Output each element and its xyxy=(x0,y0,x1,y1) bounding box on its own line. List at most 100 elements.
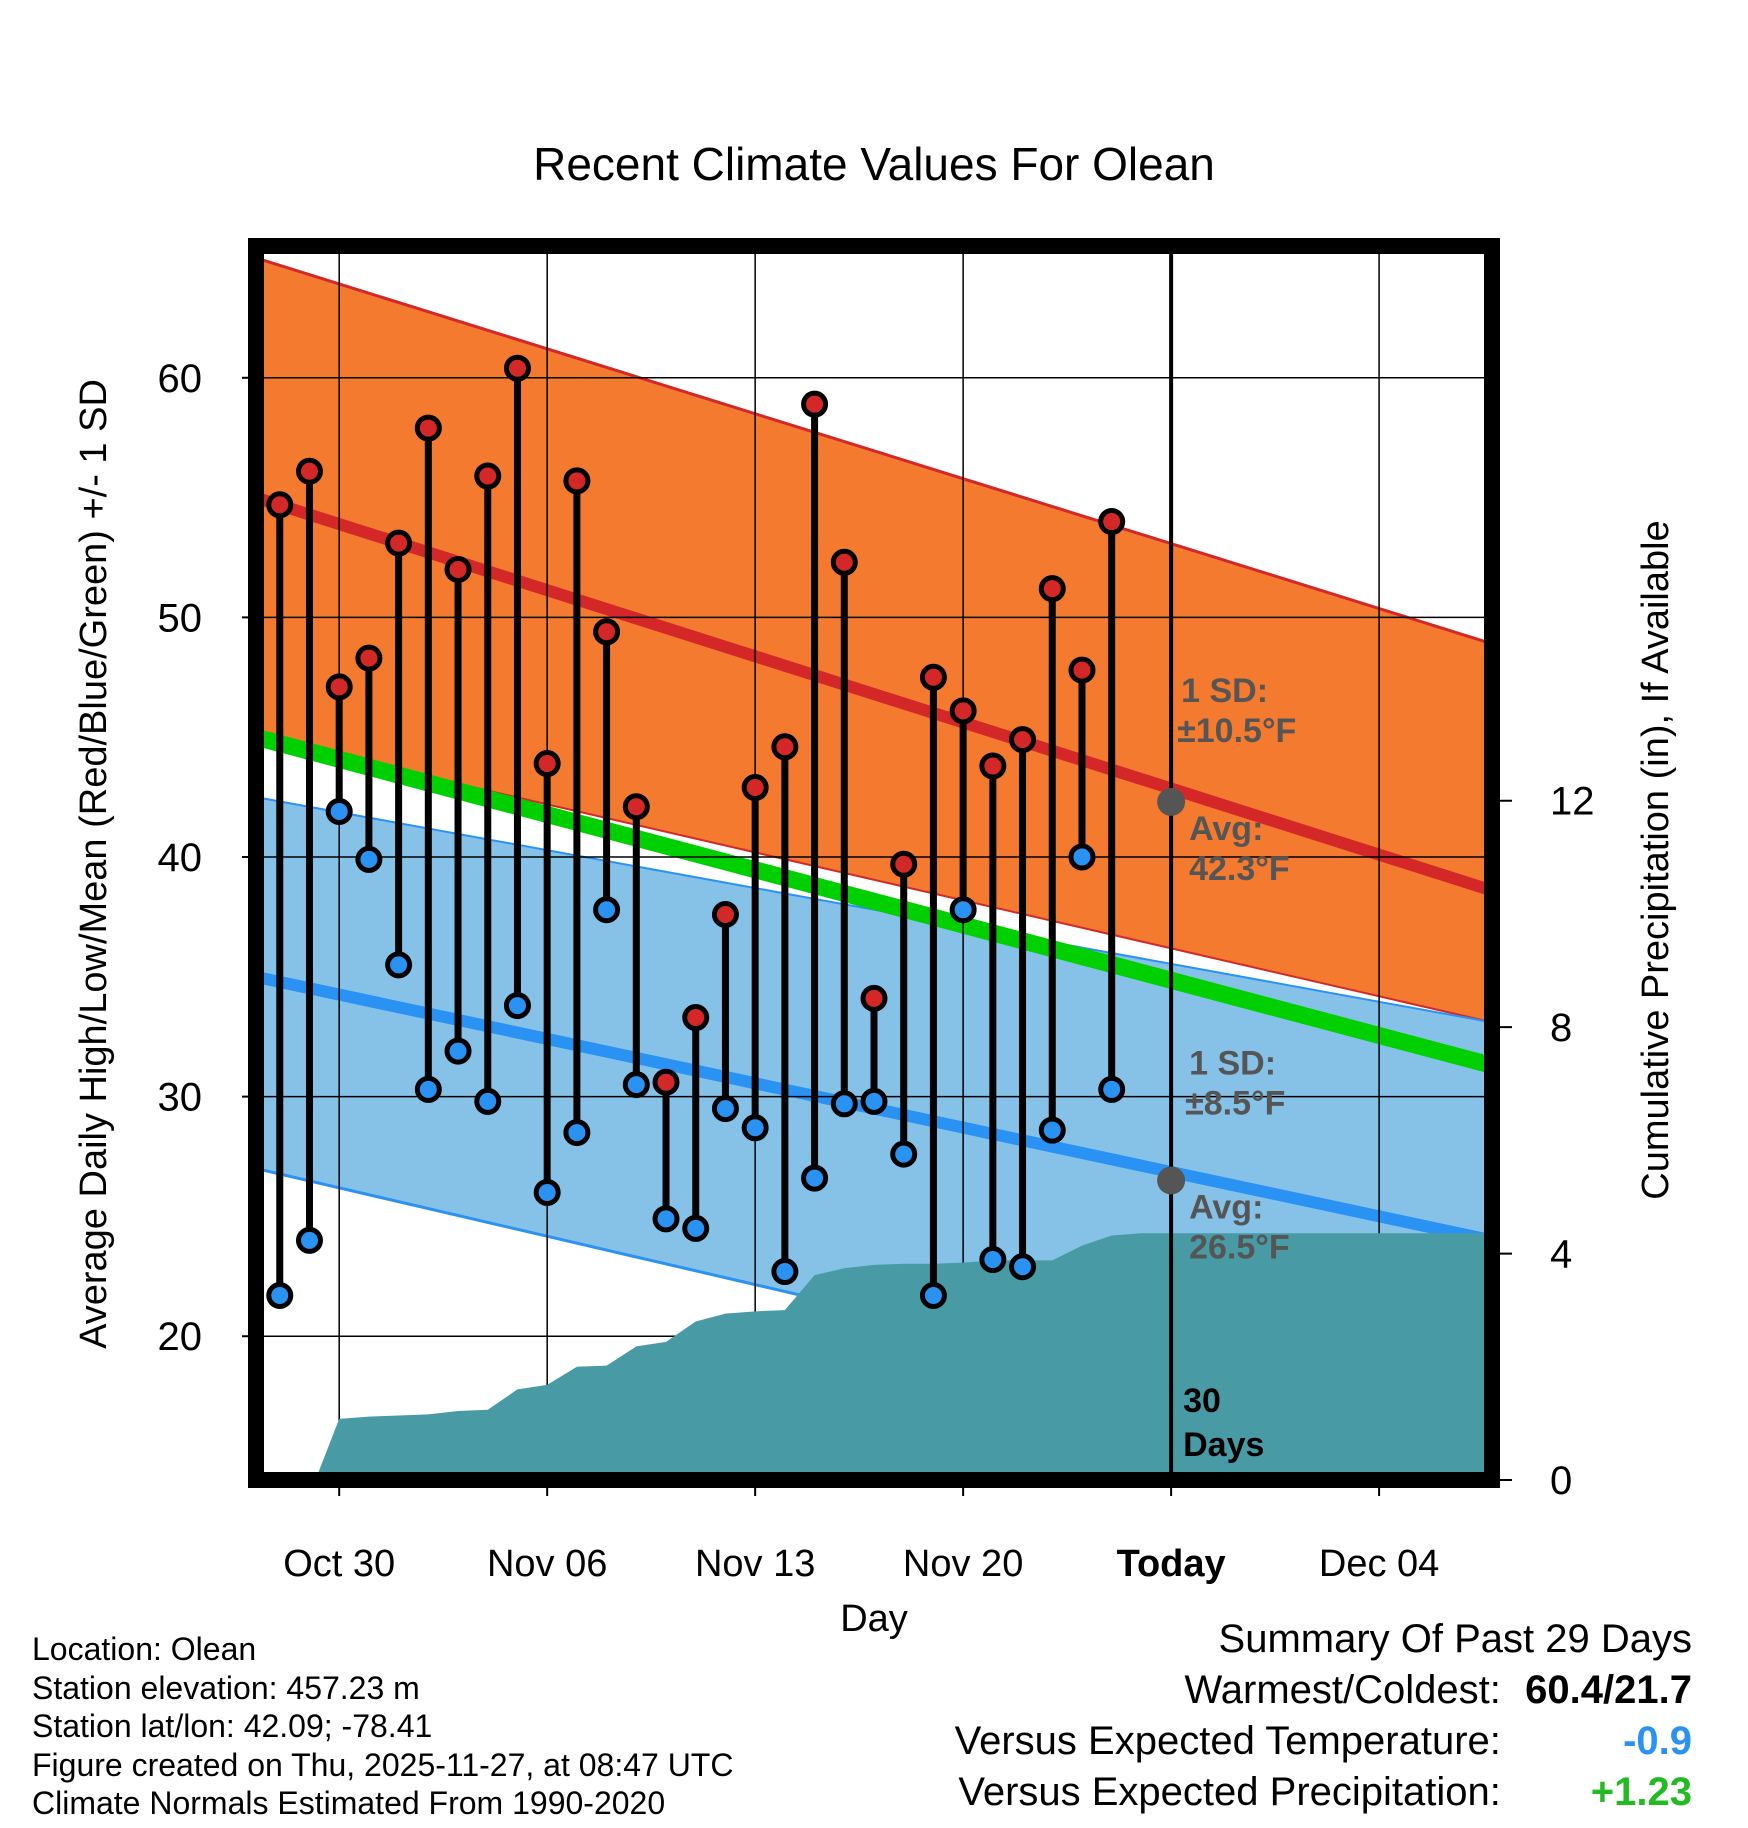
obs-low-point xyxy=(830,1090,858,1118)
high-avg-marker xyxy=(1157,787,1186,816)
obs-high-point xyxy=(533,750,561,778)
obs-high-point xyxy=(622,793,650,821)
obs-low-point xyxy=(741,1114,769,1142)
obs-high-point xyxy=(771,733,799,761)
axes-layer: 20 30 40 50 60 0 4 8 12 Oct 30 Nov 06 Nov 13 Nov 20 T… xyxy=(158,256,1595,1585)
warmest-label: Warmest/Coldest: xyxy=(1184,1668,1501,1712)
obs-low-point xyxy=(682,1214,710,1242)
warmest-value: 60.4/21.7 xyxy=(1525,1668,1692,1712)
obs-low-point xyxy=(474,1087,502,1115)
precip-area xyxy=(256,1233,1492,1480)
obs-low-point xyxy=(860,1087,888,1115)
obs-low-point xyxy=(1009,1253,1037,1281)
low-avg-marker xyxy=(1157,1166,1186,1195)
x-axis-label: Day xyxy=(840,1598,908,1640)
y2-tick-label: 0 xyxy=(1550,1459,1572,1503)
obs-high-point xyxy=(741,774,769,802)
obs-low-point xyxy=(563,1119,591,1147)
y-tick-label: 50 xyxy=(158,596,203,640)
obs-high-point xyxy=(979,752,1007,780)
created-text: Figure created on Thu, 2025-11-27, at 08… xyxy=(32,1746,734,1783)
location-text: Location: Olean xyxy=(32,1631,257,1667)
y-tick-label: 40 xyxy=(158,836,203,880)
y-tick-label: 60 xyxy=(158,357,203,401)
obs-low-point xyxy=(266,1281,294,1309)
window-unit: Days xyxy=(1183,1426,1264,1464)
x-tick-label: Nov 06 xyxy=(487,1543,607,1585)
obs-low-point xyxy=(444,1037,472,1065)
obs-low-point xyxy=(979,1246,1007,1274)
temp-value: -0.9 xyxy=(1623,1719,1692,1763)
precip-value: +1.23 xyxy=(1590,1770,1692,1814)
obs-high-point xyxy=(919,663,947,691)
elevation-text: Station elevation: 457.23 m xyxy=(32,1669,420,1706)
y2-tick-label: 12 xyxy=(1550,780,1595,824)
obs-high-point xyxy=(890,850,918,878)
obs-high-point xyxy=(563,467,591,495)
obs-low-point xyxy=(1038,1116,1066,1144)
obs-low-point xyxy=(622,1071,650,1099)
obs-high-point xyxy=(474,462,502,490)
chart-title: Recent Climate Values For Olean xyxy=(533,138,1215,190)
summary-warmest-row: Warmest/Coldest: 60.4/21.7 xyxy=(955,1665,1693,1716)
latlon-text: Station lat/lon: 42.09; -78.41 xyxy=(32,1708,433,1744)
precip-layer xyxy=(256,1233,1492,1480)
obs-low-point xyxy=(801,1164,829,1192)
observations-layer xyxy=(266,354,1126,1309)
obs-high-point xyxy=(503,354,531,382)
high-sd-value: ±10.5°F xyxy=(1177,712,1296,750)
obs-low-point xyxy=(295,1226,323,1254)
obs-low-point xyxy=(890,1140,918,1168)
high-sd-band xyxy=(256,257,1492,1023)
obs-low-point xyxy=(1068,843,1096,871)
obs-high-point xyxy=(295,457,323,485)
high-avg-label: Avg: xyxy=(1189,810,1263,848)
obs-high-point xyxy=(711,901,739,929)
plot-frame xyxy=(248,238,1500,1488)
precip-label: Versus Expected Precipitation: xyxy=(958,1770,1501,1814)
obs-low-point xyxy=(385,951,413,979)
obs-high-point xyxy=(1098,508,1126,536)
obs-high-point xyxy=(593,618,621,646)
obs-low-point xyxy=(949,896,977,924)
y2-tick-label: 4 xyxy=(1550,1233,1572,1277)
obs-high-point xyxy=(1038,575,1066,603)
obs-high-point xyxy=(444,555,472,583)
x-tick-label: Today xyxy=(1117,1543,1226,1585)
obs-low-point xyxy=(325,797,353,825)
y2-tick-label: 8 xyxy=(1550,1006,1572,1050)
mean-normal-line xyxy=(256,728,1492,1074)
high-sd-label: 1 SD: xyxy=(1181,672,1268,710)
obs-high-point xyxy=(414,414,442,442)
obs-low-point xyxy=(652,1205,680,1233)
obs-high-point xyxy=(652,1068,680,1096)
obs-high-point xyxy=(830,548,858,576)
obs-low-point xyxy=(533,1178,561,1206)
low-sd-label: 1 SD: xyxy=(1189,1044,1276,1082)
summary-temp-row: Versus Expected Temperature: -0.9 xyxy=(955,1716,1692,1767)
station-info: Location: Olean Station elevation: 457.2… xyxy=(32,1630,733,1823)
obs-high-point xyxy=(385,529,413,557)
obs-high-point xyxy=(266,491,294,519)
x-tick-label: Nov 20 xyxy=(903,1543,1023,1585)
obs-low-point xyxy=(503,992,531,1020)
obs-low-point xyxy=(593,896,621,924)
obs-high-point xyxy=(801,390,829,418)
obs-low-point xyxy=(711,1095,739,1123)
summary-precip-row: Versus Expected Precipitation: +1.23 xyxy=(955,1767,1692,1818)
obs-high-point xyxy=(355,644,383,672)
summary-title: Summary Of Past 29 Days xyxy=(1218,1617,1692,1661)
x-tick-label: Oct 30 xyxy=(283,1543,395,1585)
y-tick-label: 30 xyxy=(158,1076,203,1120)
y2-axis-label: Cumulative Precipitation (in), If Availa… xyxy=(1635,520,1677,1199)
obs-low-point xyxy=(771,1258,799,1286)
obs-high-point xyxy=(860,984,888,1012)
low-avg-label: Avg: xyxy=(1189,1188,1263,1226)
high-upper-edge xyxy=(256,256,1492,646)
summary-panel: Summary Of Past 29 Days Warmest/Coldest:… xyxy=(955,1614,1692,1818)
temp-label: Versus Expected Temperature: xyxy=(954,1719,1501,1763)
obs-high-point xyxy=(1009,726,1037,754)
y-axis-label: Average Daily High/Low/Mean (Red/Blue/Gr… xyxy=(73,379,115,1349)
